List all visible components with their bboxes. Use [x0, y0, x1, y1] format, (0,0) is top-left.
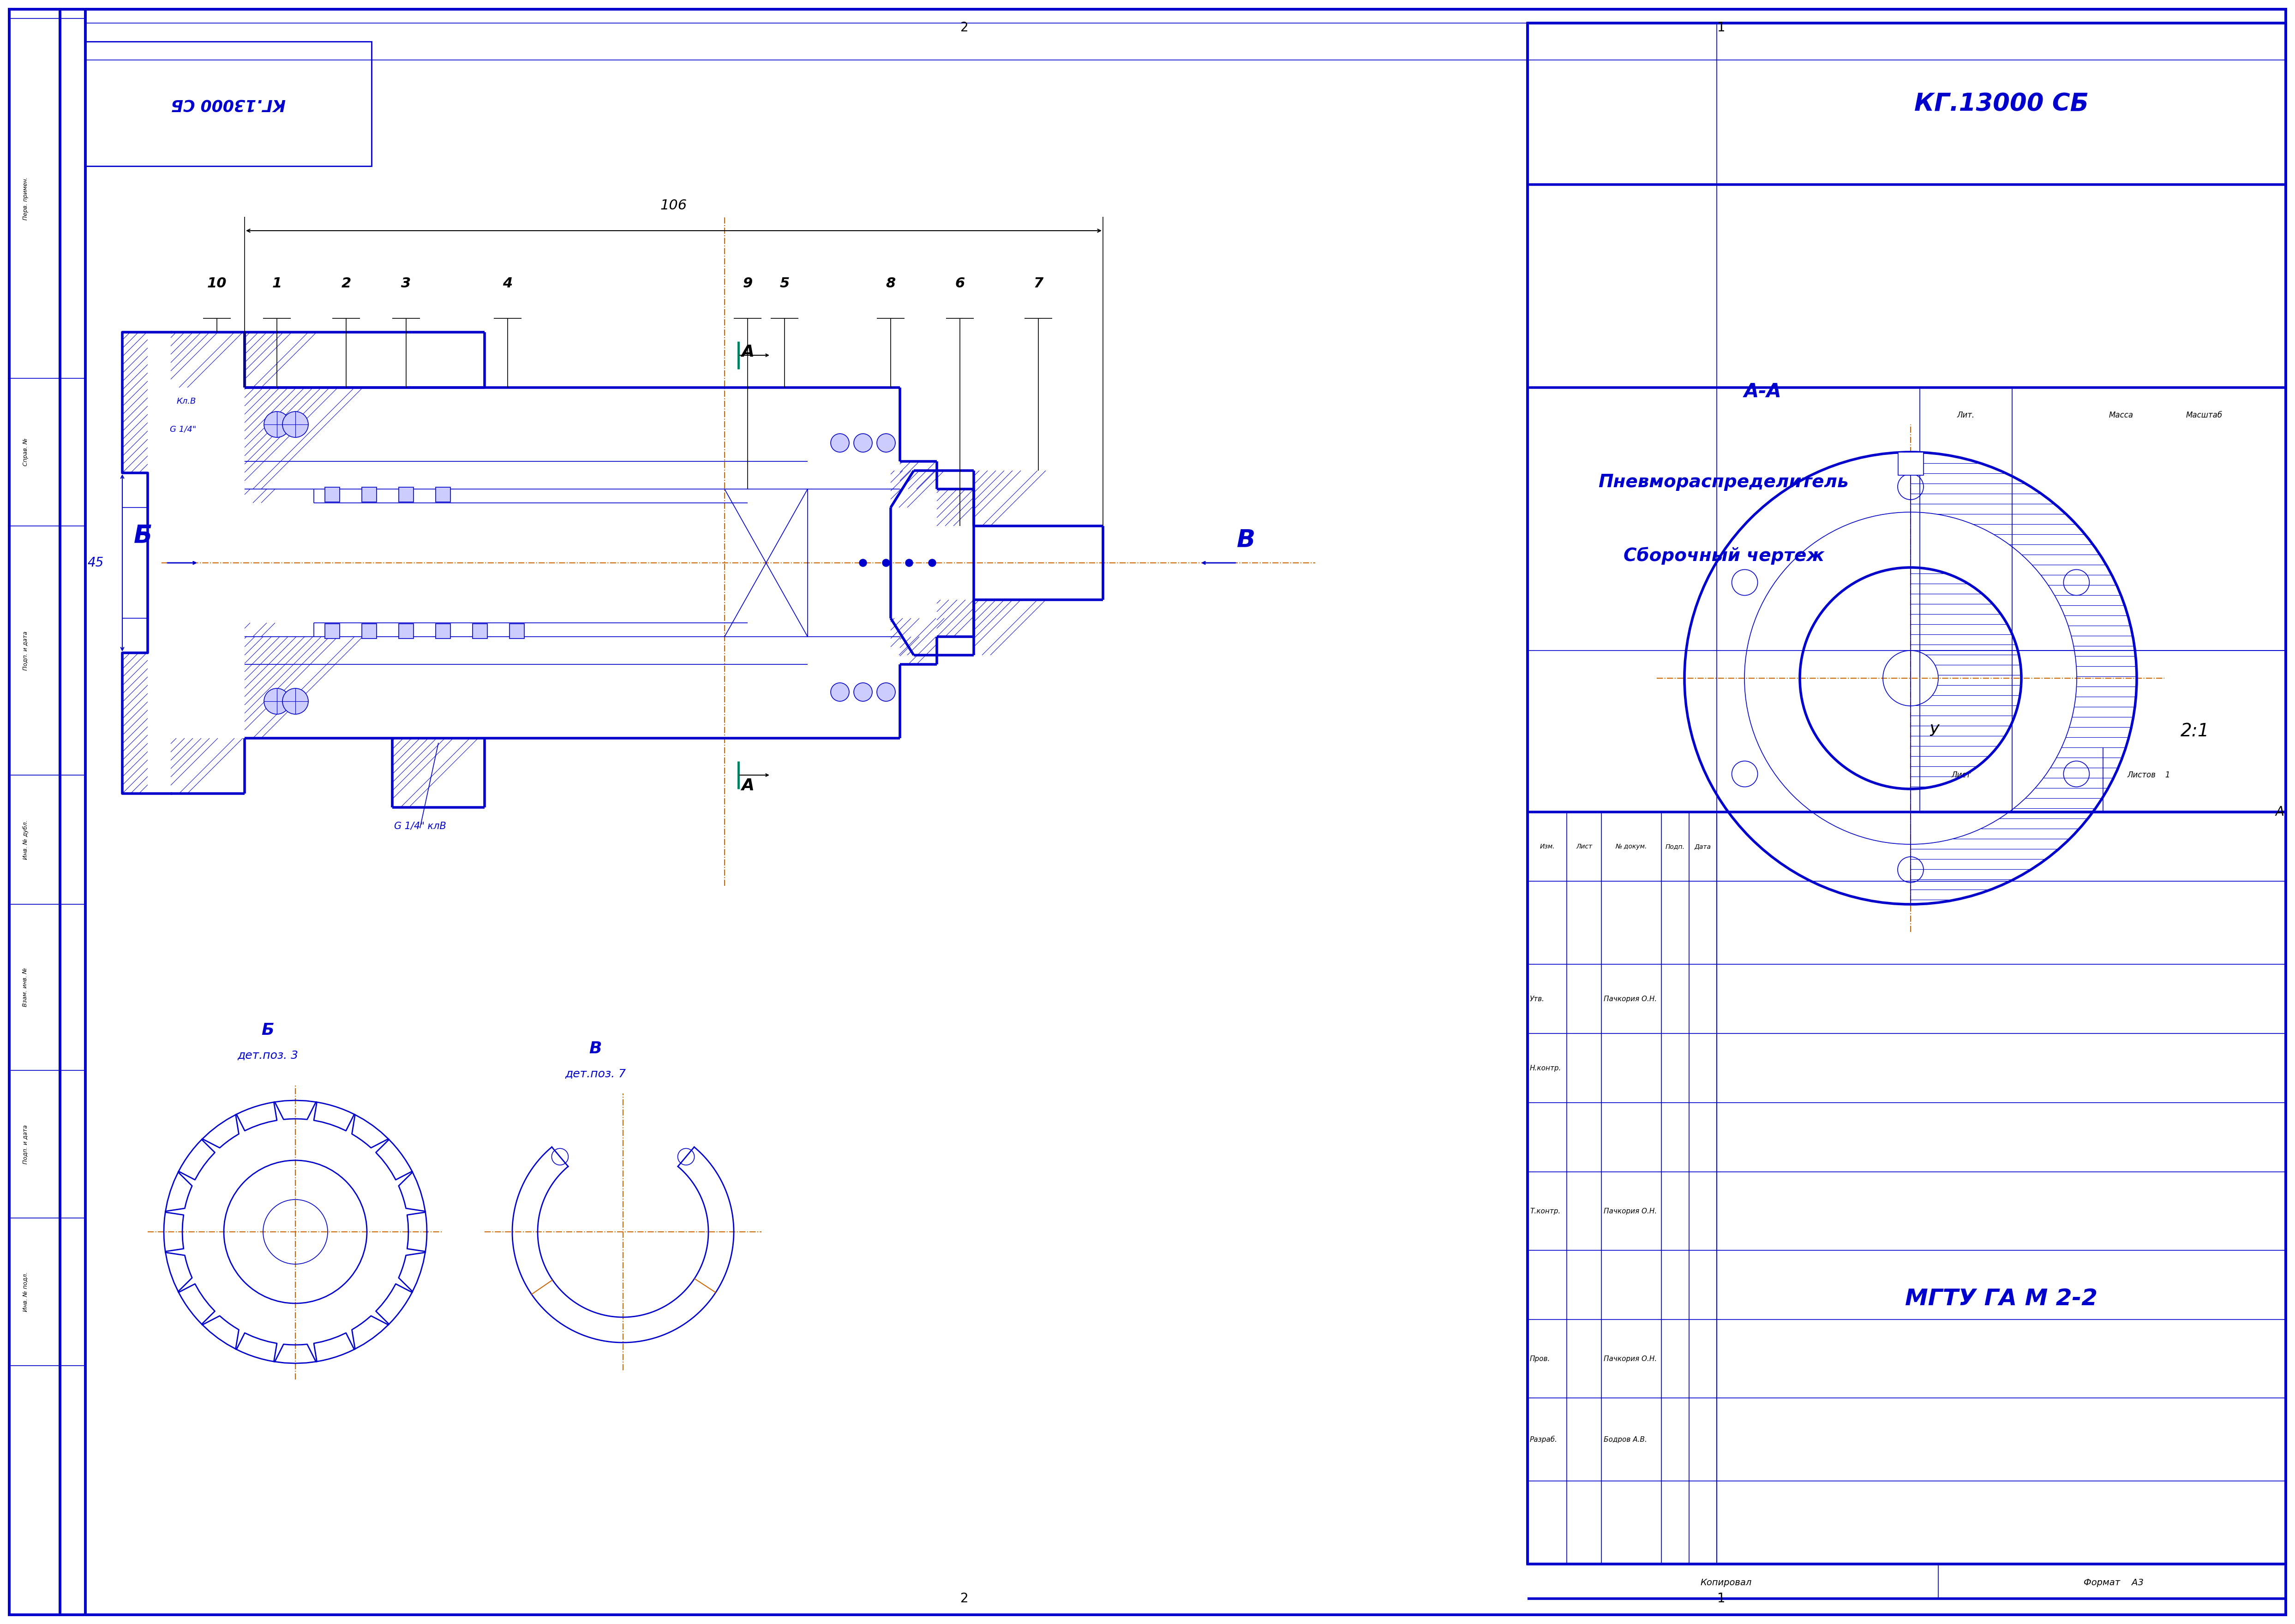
Bar [326, 487, 340, 502]
Text: Формат    А3: Формат А3 [2084, 1579, 2144, 1587]
Text: Лист: Лист [1577, 843, 1593, 849]
Text: 9: 9 [744, 276, 753, 291]
Text: 7: 7 [1033, 276, 1044, 291]
Text: 1: 1 [273, 276, 282, 291]
Text: Пачкория О.Н.: Пачкория О.Н. [1604, 996, 1657, 1002]
Text: дет.поз. 3: дет.поз. 3 [236, 1051, 298, 1060]
Text: G 1/4" клВ: G 1/4" клВ [395, 822, 445, 830]
Bar [85, 42, 372, 166]
Text: 45: 45 [87, 557, 103, 570]
Text: Н.контр.: Н.контр. [1531, 1065, 1561, 1072]
Text: 8: 8 [886, 276, 895, 291]
Text: А: А [741, 344, 755, 361]
Text: 2: 2 [959, 1592, 968, 1605]
Text: В: В [1237, 528, 1255, 552]
Bar [399, 624, 413, 638]
Text: КГ.13000 СБ: КГ.13000 СБ [172, 96, 287, 112]
Text: Бодров А.В.: Бодров А.В. [1604, 1436, 1648, 1442]
Text: дет.поз. 7: дет.поз. 7 [565, 1069, 627, 1080]
Bar [436, 487, 450, 502]
Circle shape [831, 434, 849, 451]
Bar [399, 487, 413, 502]
Bar [326, 624, 340, 638]
Circle shape [282, 689, 308, 715]
Text: А: А [741, 778, 755, 794]
Text: Подп.: Подп. [1666, 843, 1685, 849]
Text: В: В [590, 1041, 601, 1057]
Text: Изм.: Изм. [1540, 843, 1554, 849]
Text: Пачкория О.Н.: Пачкория О.Н. [1604, 1208, 1657, 1215]
Text: Лист: Лист [1951, 771, 1971, 780]
Text: 5: 5 [780, 276, 789, 291]
Text: G 1/4": G 1/4" [170, 425, 195, 434]
Bar [473, 624, 487, 638]
Text: 4: 4 [503, 276, 512, 291]
Circle shape [877, 434, 895, 451]
Text: Т.контр.: Т.контр. [1531, 1208, 1561, 1215]
Bar [1898, 451, 1923, 476]
Bar [363, 487, 376, 502]
Text: № докум.: № докум. [1616, 843, 1648, 849]
Circle shape [881, 559, 890, 567]
Text: У: У [1930, 724, 1939, 739]
Circle shape [858, 559, 868, 567]
Circle shape [282, 411, 308, 437]
Text: Разраб.: Разраб. [1531, 1436, 1558, 1444]
Text: 2:1: 2:1 [2180, 723, 2210, 741]
Text: 106: 106 [661, 198, 686, 213]
Text: Сборочный чертеж: Сборочный чертеж [1623, 547, 1825, 565]
Text: Перв. примен.: Перв. примен. [23, 177, 28, 219]
Text: Масса: Масса [2109, 411, 2134, 419]
Circle shape [929, 559, 936, 567]
Circle shape [854, 434, 872, 451]
Text: 1: 1 [1717, 21, 1726, 34]
Text: Подп. и дата: Подп. и дата [23, 630, 28, 671]
Circle shape [264, 411, 289, 437]
Text: Взам. инв. №: Взам. инв. № [23, 968, 28, 1007]
Text: МГТУ ГА М 2-2: МГТУ ГА М 2-2 [1905, 1288, 2098, 1311]
Text: 10: 10 [207, 276, 227, 291]
Text: 3: 3 [402, 276, 411, 291]
Text: Б: Б [133, 523, 151, 547]
Text: A: A [2274, 806, 2284, 818]
Circle shape [877, 682, 895, 702]
Circle shape [907, 559, 913, 567]
Text: Лит.: Лит. [1958, 411, 1974, 419]
Text: Пачкория О.Н.: Пачкория О.Н. [1604, 1356, 1657, 1363]
Text: Б: Б [262, 1023, 273, 1038]
Text: Масштаб: Масштаб [2187, 411, 2222, 419]
Text: Справ. №: Справ. № [23, 438, 28, 466]
Circle shape [854, 682, 872, 702]
Text: А-А: А-А [1744, 382, 1781, 401]
Text: Пров.: Пров. [1531, 1356, 1551, 1363]
Text: 1: 1 [1717, 1592, 1726, 1605]
Bar [436, 624, 450, 638]
Text: Листов    1: Листов 1 [2127, 771, 2171, 780]
Text: Инв. № дубл.: Инв. № дубл. [23, 820, 28, 859]
Text: Утв.: Утв. [1531, 996, 1545, 1002]
Text: Дата: Дата [1694, 843, 1712, 849]
Bar [1528, 23, 2286, 1564]
Text: Пневмораспределитель: Пневмораспределитель [1597, 473, 1850, 490]
Text: 6: 6 [955, 276, 964, 291]
Text: 2: 2 [342, 276, 351, 291]
Text: Подп. и дата: Подп. и дата [23, 1124, 28, 1164]
Text: Кл.В: Кл.В [177, 398, 195, 406]
Text: Инв. № подл.: Инв. № подл. [23, 1272, 28, 1312]
Bar [363, 624, 376, 638]
Text: Копировал: Копировал [1701, 1579, 1751, 1587]
Text: 2: 2 [959, 21, 968, 34]
Circle shape [831, 682, 849, 702]
Bar [509, 624, 523, 638]
Text: КГ.13000 СБ: КГ.13000 СБ [1914, 93, 2088, 115]
Circle shape [264, 689, 289, 715]
